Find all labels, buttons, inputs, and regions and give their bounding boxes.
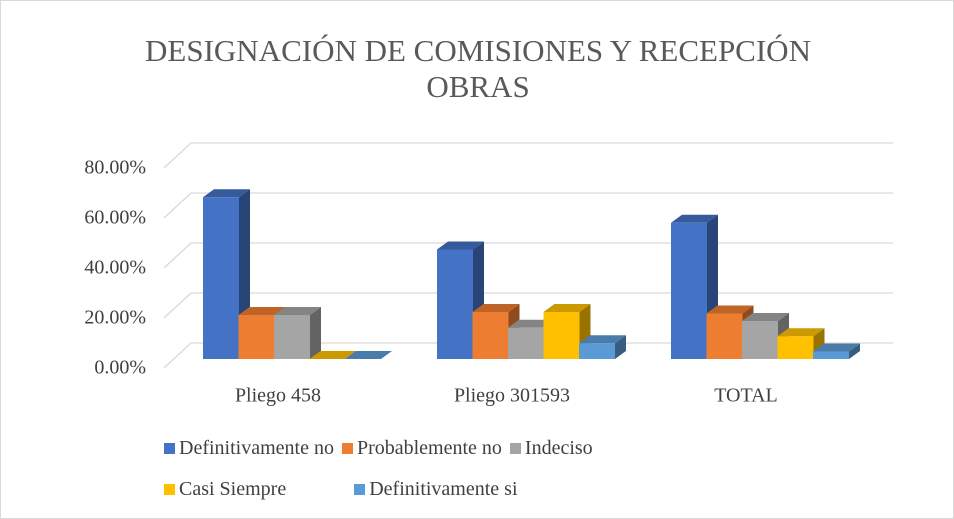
grid-line [163, 342, 893, 369]
bar [203, 197, 239, 359]
bar [777, 336, 814, 359]
legend-item: Casi Siempre [164, 478, 286, 501]
bar [579, 343, 615, 359]
y-tick-label: 0.00% [94, 357, 146, 379]
bar-side [849, 343, 860, 359]
bar [706, 313, 743, 359]
grid-line [163, 292, 893, 319]
bar [508, 327, 544, 359]
bar [472, 312, 509, 359]
grid-line [163, 242, 893, 269]
legend-label: Definitivamente si [369, 478, 518, 500]
y-tick-label: 60.00% [84, 207, 146, 229]
y-tick-label: 40.00% [84, 257, 146, 279]
bar-top [345, 351, 392, 359]
bar-top [742, 313, 789, 321]
legend-swatch [164, 443, 175, 454]
bar [274, 315, 310, 359]
x-tick-label: TOTAL [714, 385, 778, 407]
chart-title: DESIGNACIÓN DE COMISIONES Y RECEPCIÓN OB… [145, 33, 811, 104]
legend-item: Probablemente no [341, 437, 502, 460]
bar [671, 222, 707, 359]
legend-swatch [341, 443, 353, 454]
legend-item: Definitivamente si [354, 478, 518, 501]
legend-swatch [354, 484, 366, 495]
bar-side [310, 307, 321, 359]
bar-top [671, 214, 718, 223]
legend-swatch [164, 484, 175, 495]
bar-top [203, 189, 250, 198]
bar [742, 321, 778, 359]
bar-top [508, 319, 555, 328]
legend-swatch [509, 443, 521, 454]
bar-top [543, 304, 591, 312]
bar-top [813, 343, 860, 352]
legend-label: Indeciso [524, 437, 593, 459]
bar-top [777, 328, 825, 337]
legend-label: Casi Siempre [179, 478, 287, 500]
legend-label: Definitivamente no [179, 437, 334, 459]
bar-top [579, 335, 626, 344]
bar-top [274, 307, 321, 315]
bar [543, 312, 580, 359]
legend: Definitivamente no Probablemente no Indeci… [164, 437, 724, 501]
bar [437, 249, 473, 359]
y-tick-label: 80.00% [84, 157, 146, 179]
legend-item: Definitivamente no [164, 437, 334, 460]
bar [813, 351, 849, 359]
grid-line [163, 142, 893, 169]
legend-label: Probablemente no [356, 437, 502, 459]
bar-top [472, 304, 520, 312]
bar-side [615, 335, 626, 359]
bar-top [437, 241, 484, 250]
x-tick-label: Pliego 301593 [454, 385, 570, 407]
bar-top [706, 305, 754, 314]
bar [238, 315, 275, 359]
legend-item: Indeciso [509, 437, 593, 460]
bar-top [238, 307, 286, 315]
grid-line [163, 192, 893, 219]
y-tick-label: 20.00% [84, 307, 146, 329]
bar-top [309, 351, 357, 359]
x-tick-label: Pliego 458 [235, 385, 321, 407]
